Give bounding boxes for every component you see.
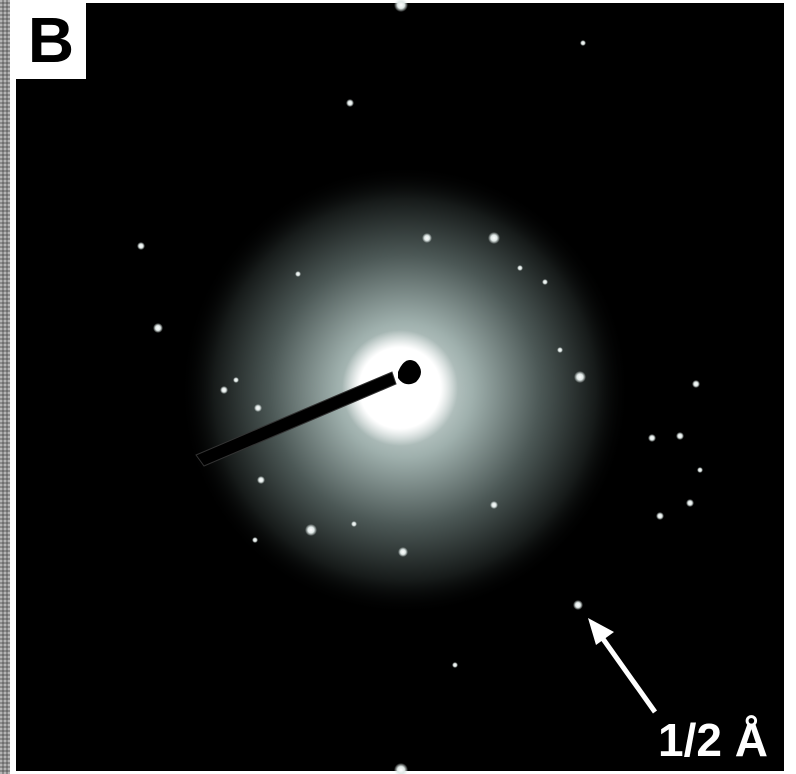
edge-strip xyxy=(0,0,10,774)
diffraction-figure: B 1/2 Å xyxy=(0,0,796,774)
panel-label: B xyxy=(28,4,74,76)
border xyxy=(10,0,16,774)
scale-annotation: 1/2 Å xyxy=(658,714,768,766)
